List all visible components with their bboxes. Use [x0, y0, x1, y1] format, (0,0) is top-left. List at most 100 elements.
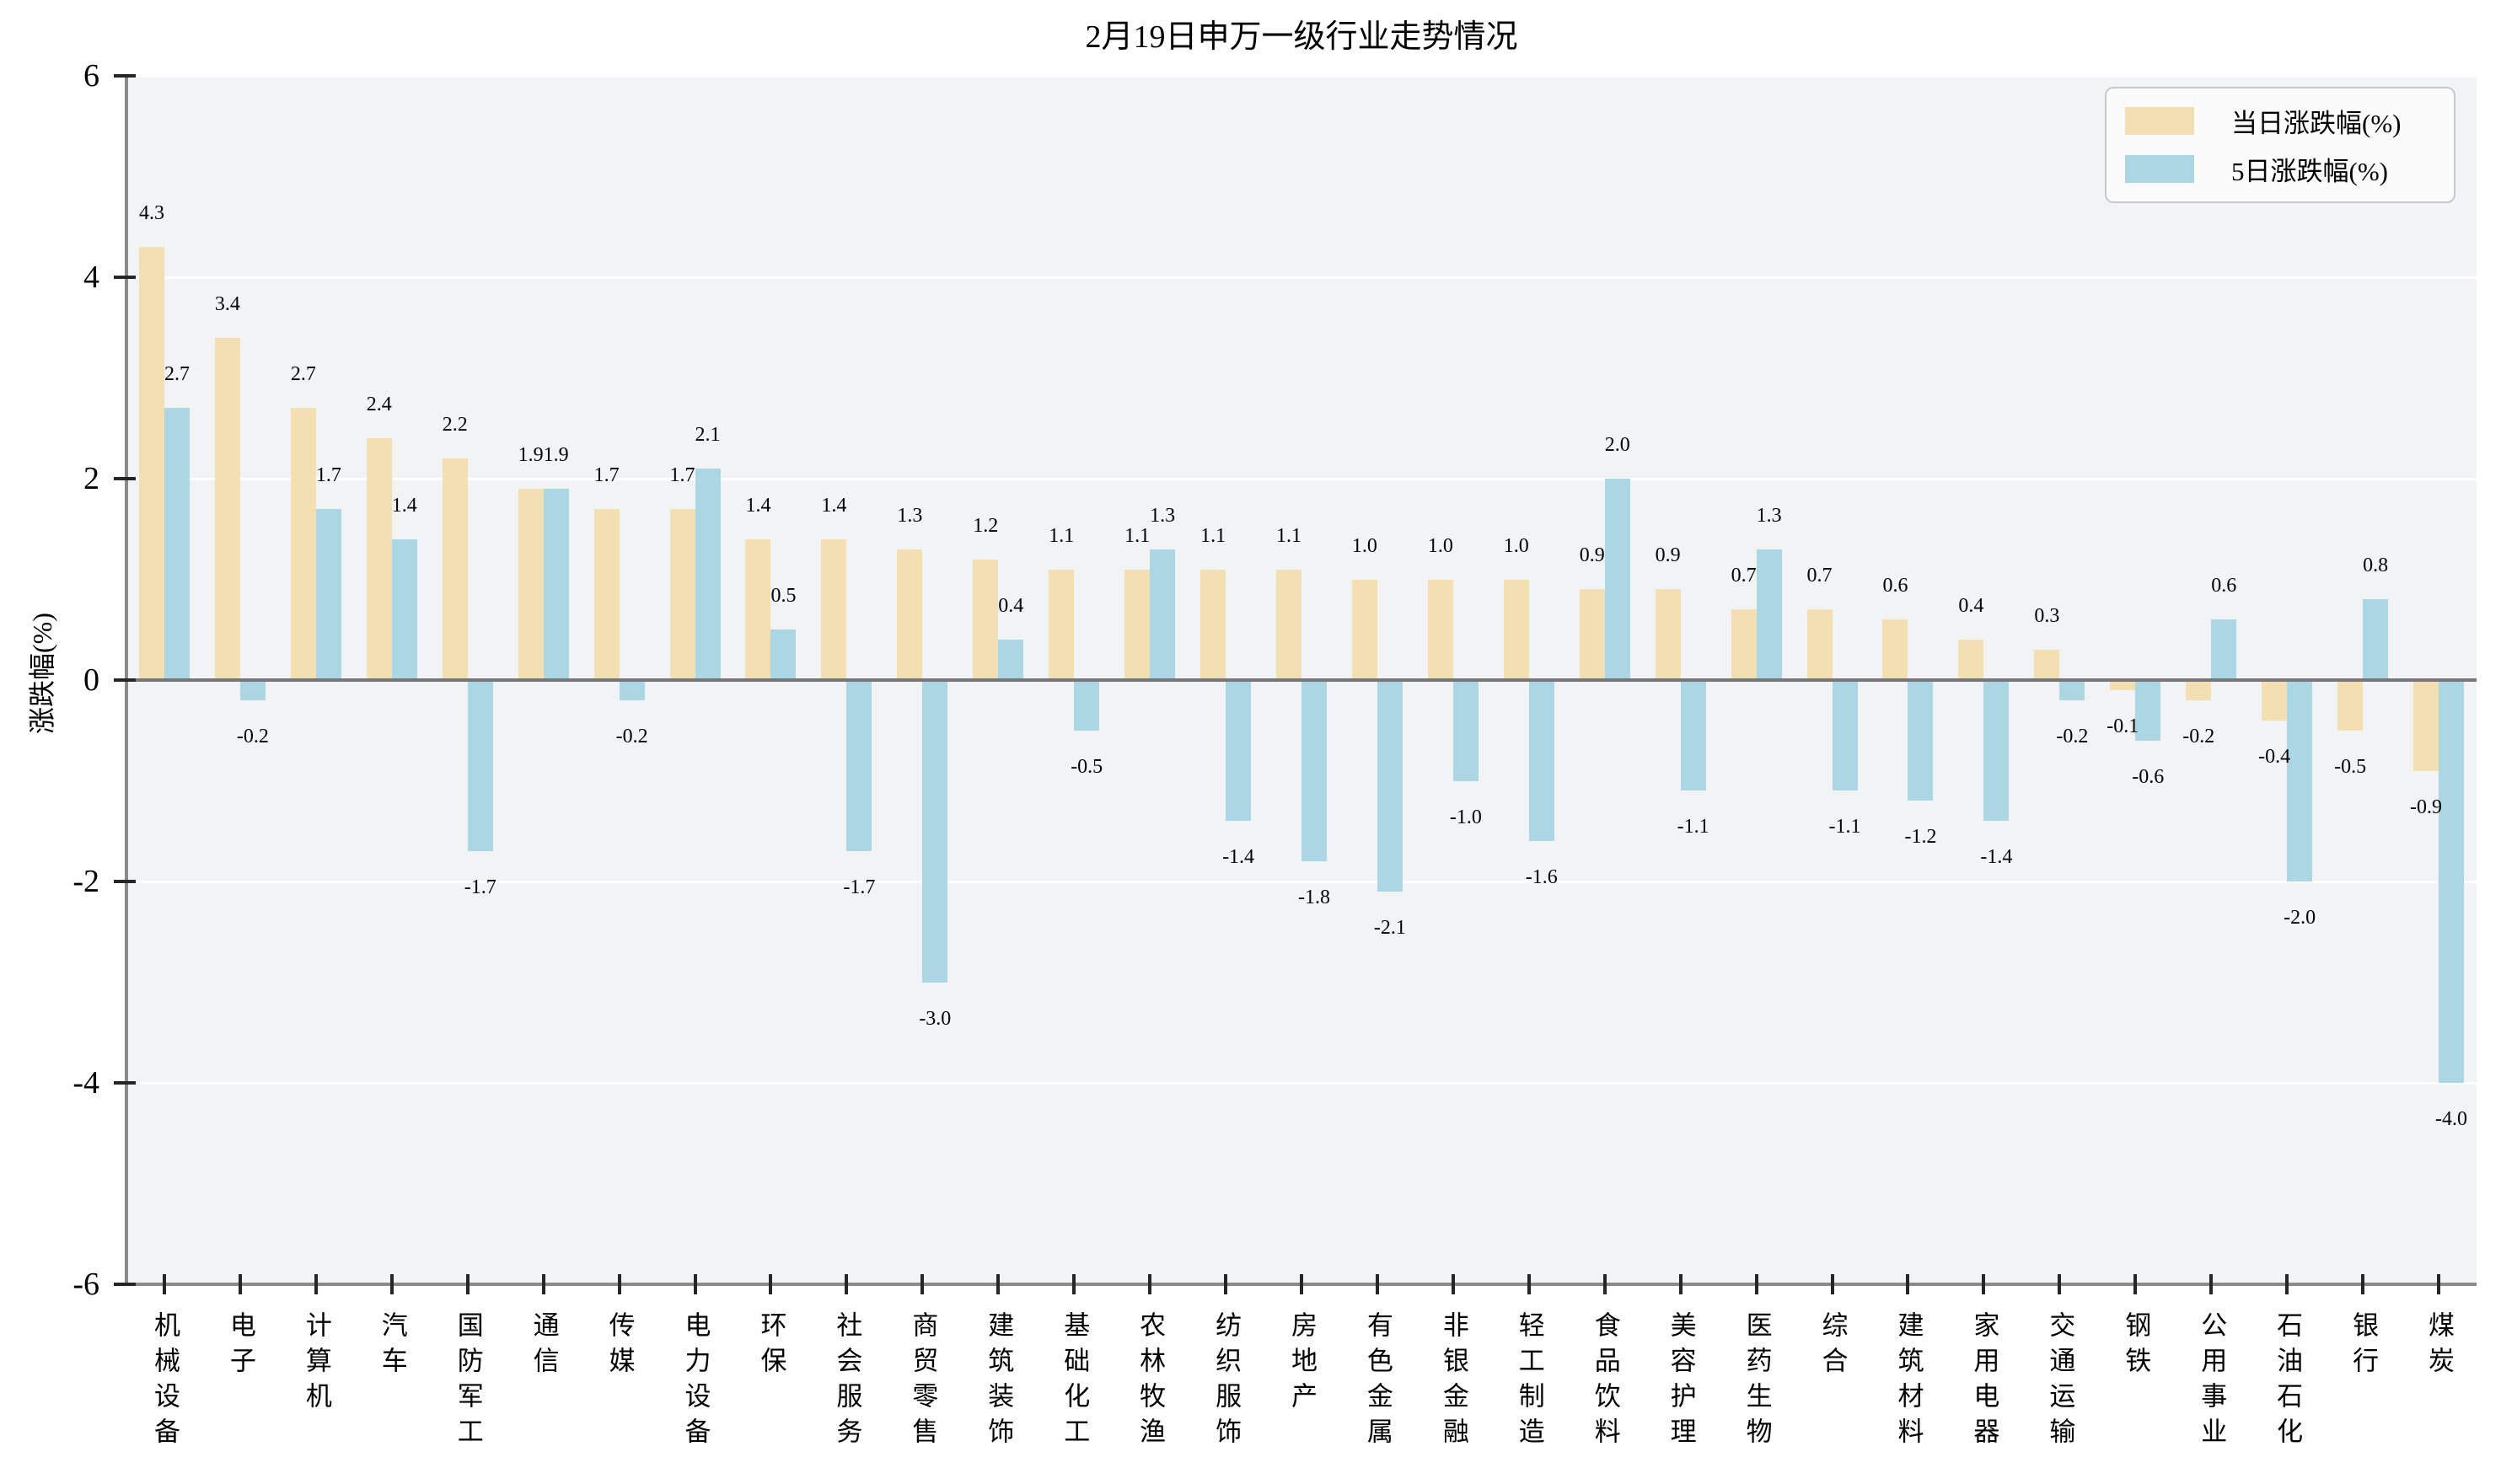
x-tick-13: [1148, 1274, 1152, 1294]
bar-5day-8: [770, 629, 797, 680]
bar-daily-30: [2413, 680, 2439, 771]
bar-5day-1: [239, 680, 266, 700]
bar-daily-1: [214, 337, 240, 680]
bar-daily-29: [2337, 680, 2364, 731]
bar-5day-18: [1528, 680, 1554, 842]
value-label-5day-8: 0.5: [770, 585, 797, 608]
bar-5day-4: [467, 680, 493, 852]
value-label-daily-12: 1.1: [1049, 524, 1075, 547]
bar-daily-27: [2186, 680, 2212, 700]
bar-daily-19: [1579, 589, 1605, 680]
value-label-5day-2: 1.7: [315, 463, 341, 486]
bar-daily-5: [518, 488, 544, 680]
bar-5day-10: [922, 680, 948, 983]
value-label-daily-14: 1.1: [1200, 524, 1226, 547]
bar-daily-11: [973, 559, 999, 680]
bar-5day-26: [2135, 680, 2161, 741]
bar-daily-22: [1806, 609, 1833, 680]
category-label-3: 汽车: [377, 1311, 407, 1382]
gridline--4: [126, 1081, 2477, 1085]
y-tick-2: [114, 477, 136, 480]
bar-5day-2: [315, 508, 341, 680]
x-tick-24: [1982, 1274, 1986, 1294]
bar-daily-0: [138, 247, 164, 680]
category-label-0: 机械设备: [149, 1311, 180, 1453]
bar-daily-15: [1276, 569, 1301, 680]
bar-5day-15: [1301, 680, 1327, 862]
bar-5day-6: [619, 680, 645, 700]
value-label-5day-11: 0.4: [998, 595, 1024, 618]
bar-5day-29: [2363, 599, 2389, 680]
bar-5day-12: [1074, 680, 1100, 731]
bar-5day-22: [1832, 680, 1858, 791]
value-label-5day-27: 0.6: [2211, 575, 2237, 597]
bar-daily-12: [1049, 569, 1075, 680]
bar-daily-7: [669, 508, 695, 680]
category-label-27: 公用事业: [2197, 1311, 2227, 1453]
category-label-20: 美容护理: [1666, 1311, 1696, 1453]
bar-daily-24: [1958, 640, 1984, 680]
category-label-9: 社会服务: [832, 1311, 862, 1453]
bar-daily-14: [1200, 569, 1226, 680]
x-tick-29: [2361, 1274, 2365, 1294]
category-label-30: 煤炭: [2424, 1311, 2455, 1382]
x-tick-7: [693, 1274, 697, 1294]
value-label-daily-3: 2.4: [366, 394, 392, 416]
value-label-5day-16: -2.1: [1373, 916, 1406, 939]
x-tick-21: [1754, 1274, 1758, 1294]
category-label-12: 基础化工: [1060, 1311, 1090, 1453]
bar-5day-25: [2059, 680, 2085, 700]
value-label-5day-26: -0.6: [2132, 765, 2165, 788]
category-label-22: 综合: [1817, 1311, 1848, 1382]
x-tick-26: [2133, 1274, 2138, 1294]
value-label-5day-17: -1.0: [1449, 806, 1482, 828]
category-label-7: 电力设备: [680, 1311, 711, 1453]
bar-5day-19: [1604, 479, 1630, 680]
value-label-5day-20: -1.1: [1677, 816, 1709, 838]
x-tick-1: [238, 1274, 242, 1294]
category-label-28: 石油石化: [2273, 1311, 2303, 1453]
bar-5day-21: [1756, 549, 1782, 680]
value-label-5day-1: -0.2: [236, 725, 269, 747]
value-label-daily-7: 1.7: [669, 463, 695, 486]
bar-5day-9: [846, 680, 872, 852]
category-label-2: 计算机: [301, 1311, 331, 1417]
y-tick-4: [114, 276, 136, 279]
bar-5day-3: [391, 538, 417, 680]
value-label-5day-3: 1.4: [391, 494, 417, 517]
bar-5day-24: [1983, 680, 2010, 822]
value-label-5day-9: -1.7: [843, 876, 876, 899]
x-tick-20: [1678, 1274, 1683, 1294]
y-tick-label-0: 0: [83, 662, 99, 698]
legend-label-5day: 5日涨跌幅(%): [2231, 157, 2388, 186]
bar-5day-28: [2287, 680, 2313, 881]
category-label-4: 国防军工: [453, 1311, 483, 1453]
category-label-18: 轻工制造: [1514, 1311, 1544, 1453]
category-label-21: 医药生物: [1742, 1311, 1772, 1453]
chart-title: 2月19日申万一级行业走势情况: [1085, 19, 1518, 55]
x-tick-28: [2285, 1274, 2289, 1294]
legend-item-5day: 5日涨跌幅(%): [2107, 150, 2454, 188]
value-label-daily-23: 0.6: [1882, 575, 1908, 597]
bar-daily-23: [1882, 619, 1908, 680]
legend: 当日涨跌幅(%) 5日涨跌幅(%): [2105, 87, 2455, 203]
value-label-5day-13: 1.3: [1150, 504, 1176, 527]
category-label-11: 建筑装饰: [984, 1311, 1014, 1453]
value-label-5day-7: 2.1: [695, 424, 721, 447]
value-label-daily-8: 1.4: [745, 494, 771, 517]
value-label-daily-21: 0.7: [1731, 565, 1757, 587]
y-tick-label--2: -2: [72, 864, 99, 899]
y-tick--2: [114, 880, 136, 883]
x-tick-2: [314, 1274, 318, 1294]
gridline--2: [126, 880, 2477, 883]
value-label-5day-21: 1.3: [1756, 504, 1782, 527]
value-label-daily-2: 2.7: [290, 363, 316, 386]
value-label-daily-28: -0.4: [2258, 745, 2291, 768]
category-label-19: 食品饮料: [1590, 1311, 1620, 1453]
value-label-daily-24: 0.4: [1958, 595, 1984, 618]
value-label-daily-30: -0.9: [2410, 796, 2443, 818]
x-tick-9: [845, 1274, 849, 1294]
x-tick-8: [769, 1274, 773, 1294]
x-tick-4: [465, 1274, 470, 1294]
bar-5day-7: [695, 469, 721, 680]
